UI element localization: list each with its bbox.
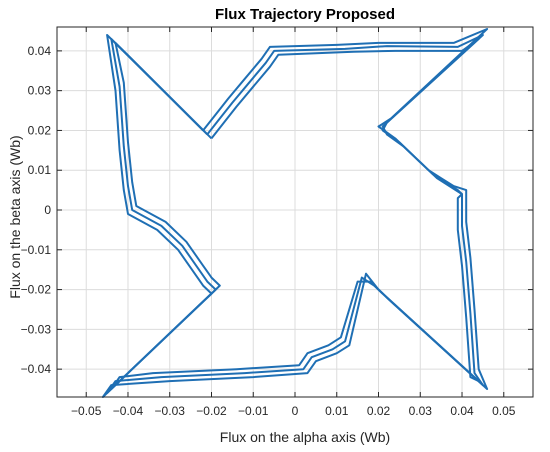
x-tick-labels: −0.05 −0.04 −0.03 −0.02 −0.01 0 0.01 0.02 0.03 0.… [71, 404, 516, 418]
chart-title: Flux Trajectory Proposed [215, 6, 395, 23]
y-tick-label: −0.02 [21, 283, 52, 297]
flux-trajectory-series-3 [110, 37, 480, 390]
x-axis-label: Flux on the alpha axis (Wb) [220, 429, 390, 445]
flux-trajectory-series-2 [106, 34, 484, 394]
y-tick-label: −0.04 [21, 362, 52, 376]
y-axis-label: Flux on the beta axis (Wb) [7, 135, 23, 298]
x-tick-label: −0.04 [113, 404, 144, 418]
x-tick-label: 0.01 [325, 404, 349, 418]
y-tick-label: 0.03 [28, 84, 52, 98]
y-tick-label: −0.03 [21, 322, 52, 336]
x-tick-label: −0.02 [196, 404, 227, 418]
x-tick-label: 0.02 [367, 404, 391, 418]
x-tick-label: −0.01 [238, 404, 269, 418]
x-tick-label: 0.04 [450, 404, 474, 418]
x-tick-label: −0.05 [71, 404, 102, 418]
x-tick-label: 0 [292, 404, 299, 418]
y-tick-label: 0.04 [28, 44, 52, 58]
axis-ticks [57, 27, 533, 397]
x-tick-label: −0.03 [155, 404, 186, 418]
x-tick-label: 0.05 [492, 404, 516, 418]
x-tick-label: 0.03 [409, 404, 433, 418]
flux-trajectory-series-1 [101, 28, 489, 398]
y-tick-label: 0 [44, 203, 51, 217]
plot-area [101, 28, 489, 398]
y-tick-label: 0.01 [28, 163, 52, 177]
y-tick-labels: −0.04 −0.03 −0.02 −0.01 0 0.01 0.02 0.03 0.04 [21, 44, 52, 376]
y-tick-label: 0.02 [28, 123, 52, 137]
y-tick-label: −0.01 [21, 243, 52, 257]
